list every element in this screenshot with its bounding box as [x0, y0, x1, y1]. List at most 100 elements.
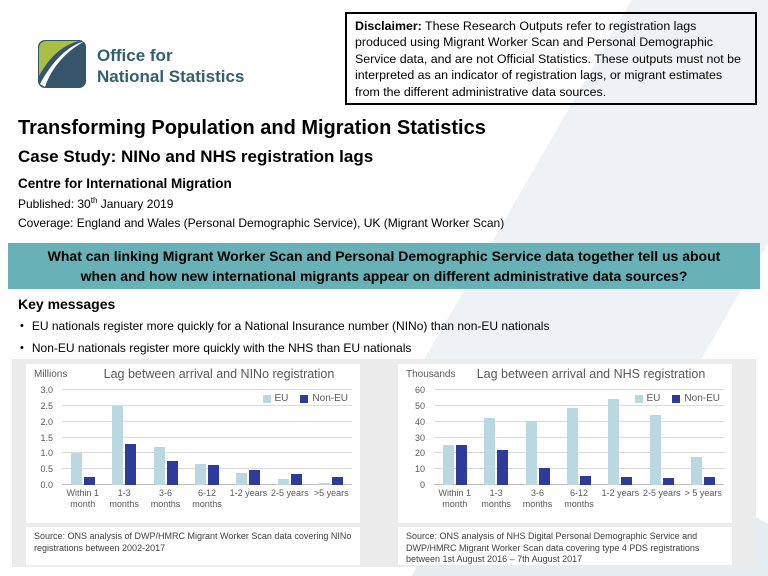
key-message-text: Non-EU nationals register more quickly w…	[31, 341, 412, 355]
bar-non-eu	[538, 468, 550, 485]
bar-non-eu	[166, 460, 178, 485]
key-message-item: • EU nationals register more quickly for…	[20, 319, 720, 333]
legend-swatch	[300, 394, 309, 403]
bar-eu	[608, 398, 620, 485]
bar-non-eu	[332, 477, 344, 485]
question-banner: What can linking Migrant Worker Scan and…	[8, 243, 760, 289]
y-tick-label: 0.5	[40, 464, 53, 475]
gridline	[62, 389, 352, 390]
published-rest: January 2019	[97, 197, 174, 211]
chart-title: Lag between arrival and NINo registratio…	[103, 367, 335, 381]
y-tick-label: 20	[414, 448, 425, 459]
bar-eu	[194, 463, 206, 485]
y-axis-tick-labels: 0.0 0.5 1.0 1.5 2.0 2.5 3.0	[26, 385, 58, 490]
y-tick-label: 0	[419, 480, 425, 490]
bar-groups	[434, 390, 724, 485]
bar-group	[228, 390, 269, 485]
bar-group	[434, 390, 475, 485]
gridline	[62, 484, 352, 485]
legend-label: Non-EU	[312, 393, 348, 404]
nhs-lag-chart: Thousands Lag between arrival and NHS re…	[398, 364, 732, 523]
bar-group	[62, 390, 103, 485]
gridline	[434, 452, 724, 454]
x-category-label: 2-5 years	[643, 488, 681, 498]
logo-line2: National Statistics	[97, 66, 245, 86]
legend-swatch	[634, 394, 643, 403]
legend-item: Non-EU	[672, 393, 720, 404]
legend-label: Non-EU	[684, 393, 720, 404]
y-tick-label: 3.0	[40, 385, 53, 395]
bar-non-eu	[621, 477, 633, 485]
x-axis-category-labels: Within 1 month 1-3 months 3-6 months 6-12 m…	[434, 488, 724, 510]
bar-eu	[153, 447, 165, 485]
y-tick-label: 10	[414, 464, 425, 475]
x-axis-category-labels: Within 1 month 1-3 months 3-6 months 6-12 m…	[62, 488, 352, 510]
logo-line1: Office for	[97, 46, 173, 66]
x-category-label: 1-3 months	[109, 488, 139, 509]
x-category-label: 6-12 months	[192, 488, 222, 509]
x-category-label: 6-12 months	[564, 488, 594, 509]
y-tick-label: 2.5	[40, 400, 53, 411]
gridline	[62, 420, 352, 422]
bar-eu	[566, 408, 578, 485]
chart-title: Lag between arrival and NHS registration	[476, 367, 706, 381]
published-date: Published: 30th January 2019	[18, 196, 173, 211]
y-tick-label: 2.0	[40, 416, 53, 427]
y-tick-label: 1.0	[40, 448, 53, 459]
bar-eu	[70, 453, 82, 485]
gridline	[434, 389, 724, 390]
y-tick-label: 1.5	[40, 432, 53, 443]
bar-non-eu	[83, 477, 95, 485]
x-category-label: 1-2 years	[601, 488, 640, 498]
bar-non-eu	[125, 444, 137, 485]
bar-group	[311, 390, 352, 485]
legend-label: EU	[274, 393, 289, 404]
bar-group	[475, 390, 516, 485]
published-prefix: Published: 30	[18, 197, 91, 211]
bar-eu	[484, 417, 496, 485]
x-category-label: 1-3 months	[481, 488, 511, 509]
bar-eu	[525, 420, 537, 485]
plot-area	[62, 389, 352, 485]
disclaimer-label: Disclaimer:	[355, 19, 422, 33]
source-note-nino: Source: ONS analysis of DWP/HMRC Migrant…	[26, 527, 360, 565]
legend-item: EU	[262, 393, 289, 404]
bar-non-eu	[704, 477, 716, 485]
bar-group	[145, 390, 186, 485]
x-category-label: > 5 years	[684, 488, 722, 498]
page-subtitle: Case Study: NINo and NHS registration la…	[18, 147, 374, 166]
x-category-label: Within 1 month	[438, 488, 471, 509]
x-category-label: 2-5 years	[271, 488, 309, 498]
bar-non-eu	[455, 445, 467, 485]
y-tick-label: 30	[414, 432, 425, 443]
gridline	[434, 436, 724, 438]
bar-group	[600, 390, 641, 485]
bar-eu	[442, 445, 454, 485]
key-messages-heading: Key messages	[18, 296, 116, 312]
nino-lag-chart: Millions Lag between arrival and NINo re…	[26, 364, 360, 523]
page-title: Transforming Population and Migration St…	[18, 117, 486, 139]
y-axis-units-label: Millions	[34, 369, 68, 380]
gridline	[62, 452, 352, 454]
gridline	[62, 468, 352, 470]
legend-item: Non-EU	[300, 393, 348, 404]
bar-non-eu	[290, 473, 302, 485]
plot-area	[434, 389, 724, 485]
legend-swatch	[262, 394, 271, 403]
y-tick-label: 60	[414, 385, 425, 395]
bar-non-eu	[249, 470, 261, 485]
disclaimer-text: These Research Outputs refer to registra…	[355, 19, 741, 99]
bar-eu	[649, 414, 661, 485]
bar-group	[186, 390, 227, 485]
chart-legend: EU Non-EU	[262, 393, 348, 404]
gridline	[434, 404, 724, 406]
gridline	[62, 404, 352, 406]
question-banner-text: What can linking Migrant Worker Scan and…	[47, 247, 721, 284]
ons-logo-icon	[38, 40, 86, 93]
y-tick-label: 50	[414, 400, 425, 411]
gridline	[434, 468, 724, 470]
coverage-line: Coverage: England and Wales (Personal De…	[18, 216, 505, 230]
bar-group	[641, 390, 682, 485]
bullet-icon: •	[20, 320, 24, 332]
bar-eu	[236, 473, 248, 485]
